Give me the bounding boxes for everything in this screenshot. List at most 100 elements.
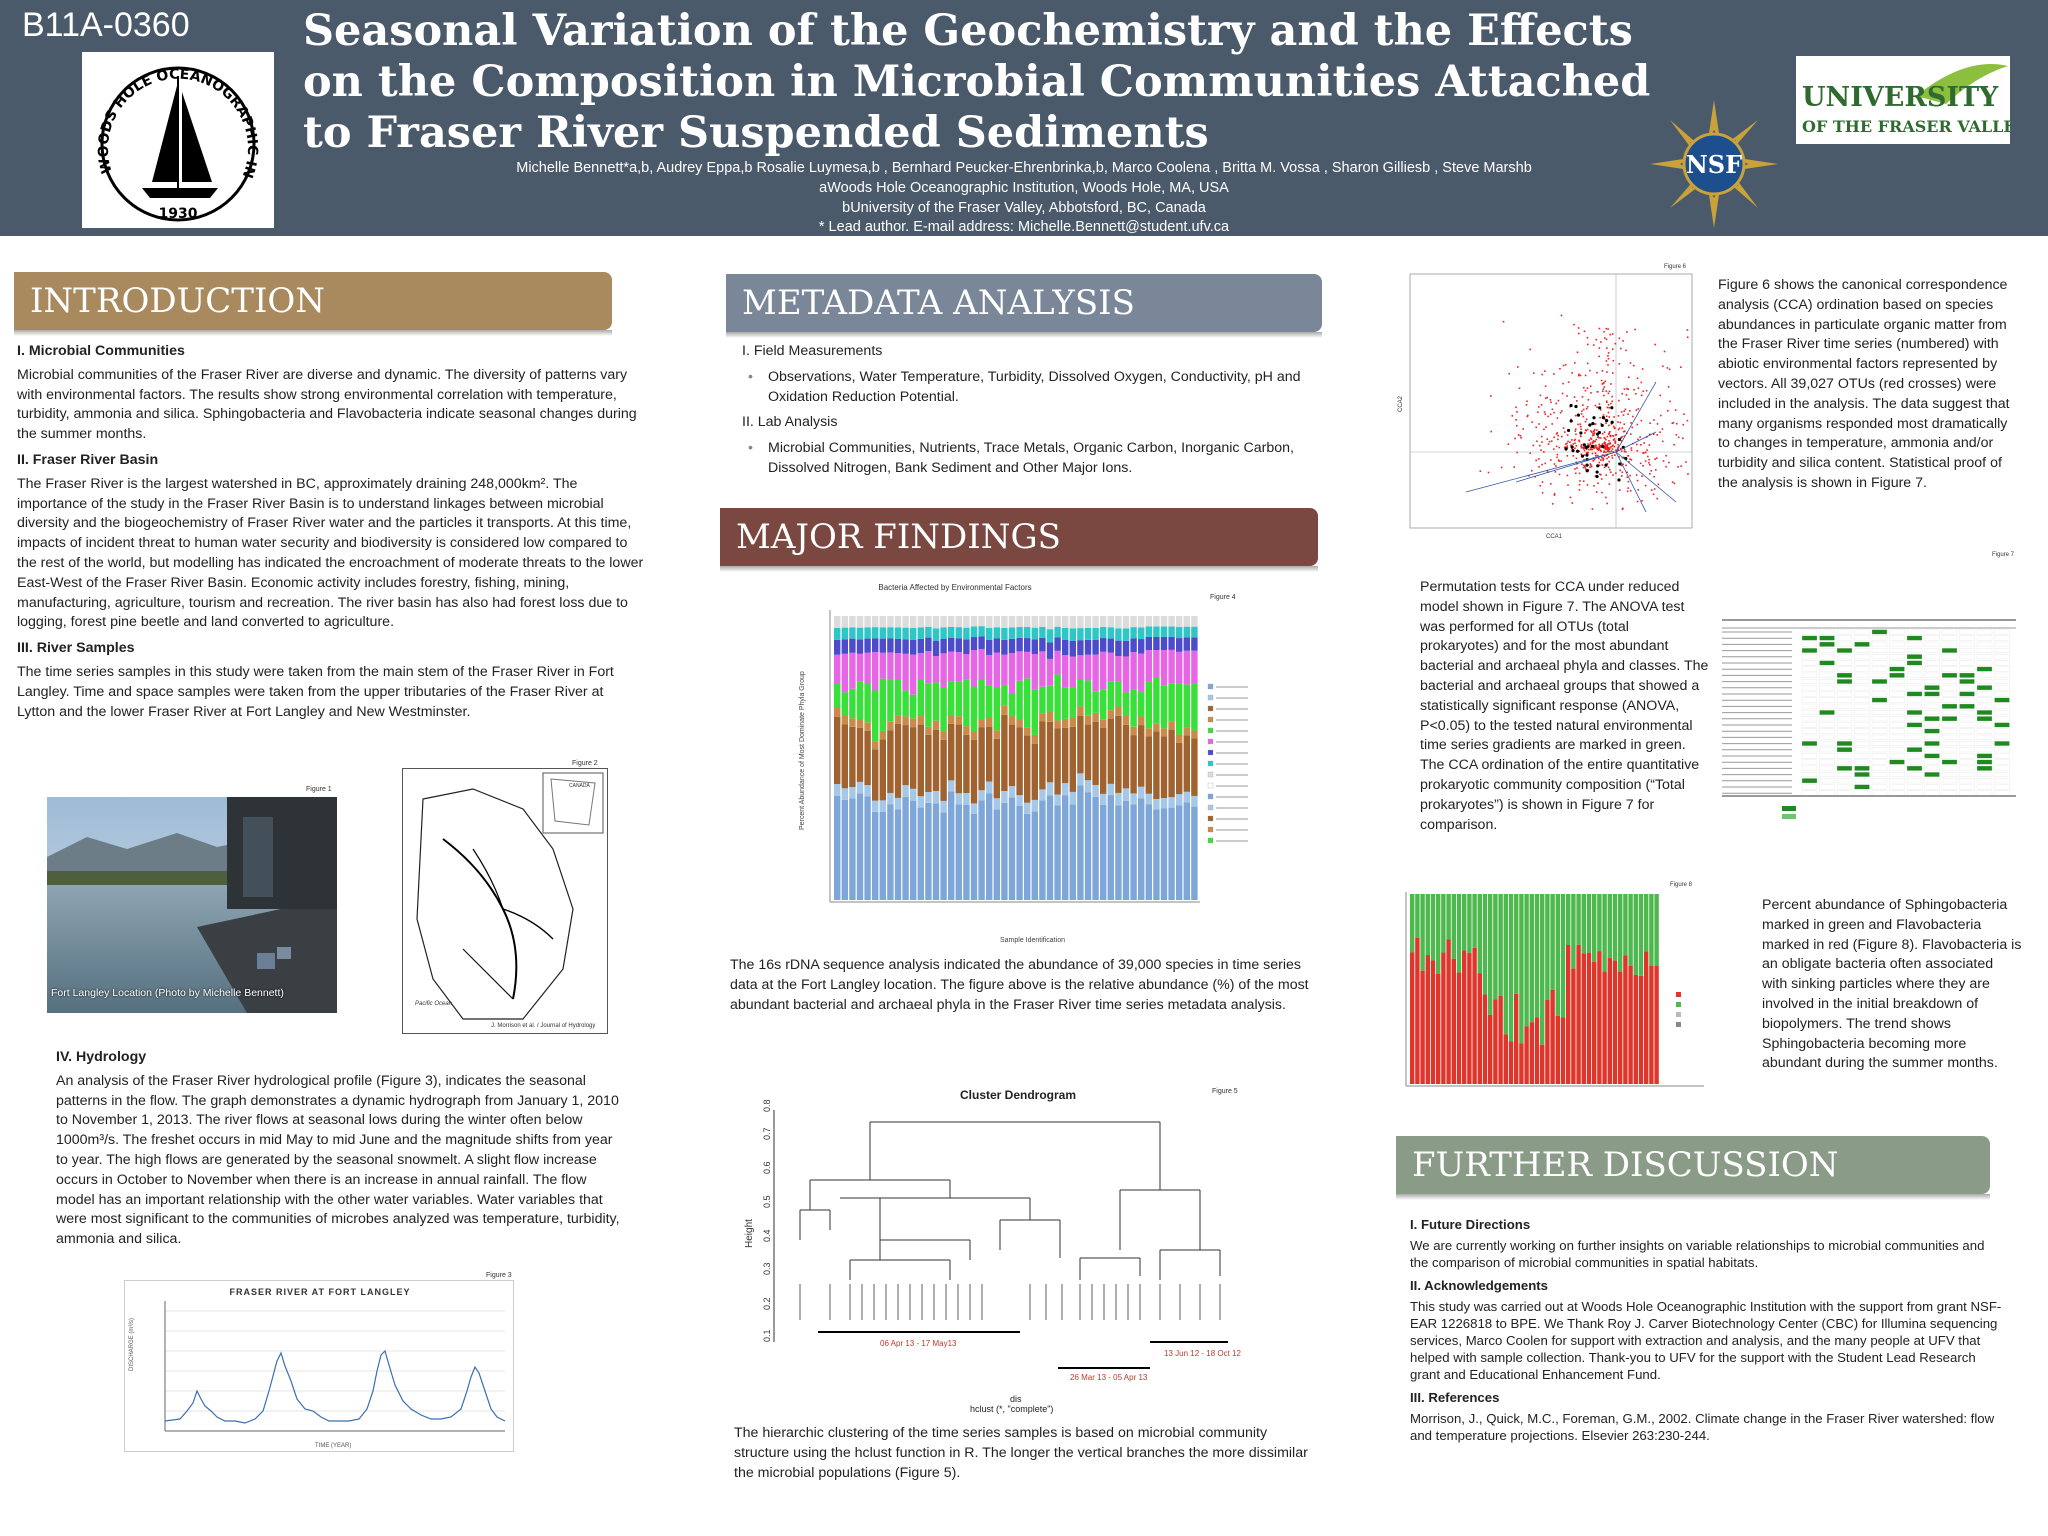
- figure-8-flavobacteria-bar: [1581, 953, 1586, 1084]
- figure-4-bar-segment: [940, 627, 947, 639]
- figure-6-otu-point: [1673, 444, 1675, 446]
- figure-6-otu-point: [1608, 440, 1610, 442]
- figure-7-cell: [1854, 635, 1870, 641]
- figure-6-otu-point: [1584, 466, 1586, 469]
- figure-7-cell: [1924, 741, 1940, 746]
- figure-6-otu-point: [1573, 323, 1575, 326]
- figure-7-cell: [1976, 660, 1993, 666]
- figure-6-otu-point: [1626, 476, 1629, 479]
- figure-6-otu-point: [1595, 438, 1598, 441]
- figure-6-otu-point: [1668, 461, 1670, 464]
- figure-4-bar-segment: [1153, 798, 1160, 810]
- figure-6-otu-point: [1588, 445, 1591, 448]
- figure-4-bar-segment: [1077, 773, 1084, 786]
- figure-6-otu-point: [1647, 455, 1649, 458]
- figure-7-cell: [1889, 784, 1905, 790]
- figure-6-otu-point: [1598, 447, 1601, 449]
- figure-6-otu-point: [1598, 355, 1600, 358]
- figure-4-legend-swatch: [1207, 815, 1214, 822]
- figure-8-sphingobacteria-bar: [1493, 894, 1498, 1000]
- figure-7-cell: [1959, 679, 1975, 684]
- figure-4-bar-segment: [849, 688, 856, 719]
- figure-4-bar-segment: [879, 739, 886, 801]
- figure-4-bar-segment: [841, 692, 848, 716]
- figure-4-bar-segment: [1024, 627, 1031, 639]
- figure-4-bar-segment: [902, 796, 909, 900]
- figure-7-cell: [1854, 703, 1870, 709]
- figure-6-otu-point: [1559, 367, 1561, 370]
- figure-8-flavobacteria-bar: [1618, 971, 1623, 1084]
- figure-6-otu-point: [1535, 426, 1538, 429]
- figure-4-bar-segment: [925, 637, 932, 652]
- figure-6-otu-point: [1616, 450, 1618, 452]
- figure-7-cell: [1871, 691, 1888, 697]
- figure-6-otu-point: [1627, 376, 1630, 379]
- figure-8-flavobacteria-bar: [1462, 950, 1467, 1084]
- figure-4-bar-segment: [925, 651, 932, 684]
- figure-6-otu-point: [1574, 430, 1577, 432]
- figure-7-legend-swatch: [1782, 814, 1796, 819]
- figure-6-otu-point: [1585, 407, 1588, 410]
- figure-6-otu-point: [1606, 371, 1608, 373]
- figure-4-bar-segment: [872, 638, 879, 653]
- figure-4-bar-segment: [1092, 784, 1099, 797]
- figure-4-bar-segment: [1130, 616, 1137, 628]
- figure-4-bar-segment: [940, 638, 947, 654]
- figure-6-otu-point: [1547, 443, 1550, 445]
- figure-6-otu-point: [1611, 395, 1613, 398]
- figure-6-otu-point: [1637, 438, 1639, 441]
- figure-6-otu-point: [1610, 445, 1612, 448]
- figure-6-otu-point: [1599, 416, 1601, 419]
- figure-4-bar-segment: [902, 639, 909, 654]
- figure-6-otu-point: [1597, 454, 1599, 457]
- figure-7-cell: [1819, 784, 1835, 790]
- figure-6-otu-point: [1611, 445, 1613, 448]
- figure-8-flavobacteria-bar: [1493, 999, 1498, 1084]
- figure-4-bar-segment: [986, 781, 993, 794]
- figure-8-sphingobacteria-bar: [1576, 894, 1581, 945]
- figure-7-cell: [1836, 660, 1853, 666]
- figure-6-otu-point: [1608, 483, 1611, 485]
- figure-6-otu-point: [1627, 480, 1630, 483]
- figure-7-cell: [1871, 629, 1888, 635]
- figure-7-cell: [1819, 660, 1835, 666]
- figure-6-otu-point: [1650, 489, 1653, 491]
- figure-4-bar-segment: [1145, 804, 1152, 900]
- figure-8-flavobacteria-bar: [1524, 1026, 1529, 1084]
- figure-8-flavobacteria-bar: [1503, 1034, 1508, 1084]
- figure-8-sphingobacteria-bar: [1482, 894, 1488, 995]
- figure-4-bar-segment: [993, 809, 1000, 900]
- figure-8-flavobacteria-bar: [1446, 939, 1451, 1084]
- figure-6-otu-point: [1611, 448, 1614, 450]
- hydrology-text-block: IV. Hydrology An analysis of the Fraser …: [56, 1044, 624, 1256]
- figure-6-otu-point: [1545, 426, 1547, 428]
- figure-6-otu-point: [1593, 458, 1596, 461]
- figure-8-flavobacteria-bar: [1482, 994, 1488, 1084]
- figure-6-otu-point: [1546, 438, 1549, 441]
- figure-6-otu-point: [1628, 461, 1630, 463]
- figure-7-cell: [1941, 660, 1958, 666]
- figure-4-bar-segment: [1069, 628, 1076, 641]
- figure-4-bar-segment: [1130, 804, 1137, 900]
- figure-6-otu-point: [1487, 471, 1490, 474]
- figure-4-bar-segment: [925, 734, 932, 793]
- figure-7-cell: [1819, 697, 1835, 703]
- figure-7-cell: [1819, 765, 1835, 771]
- figure-6-otu-point: [1607, 364, 1609, 366]
- figure-6-otu-point: [1584, 432, 1586, 434]
- figure-7-cell: [1854, 679, 1870, 684]
- figure-7-cell: [1854, 747, 1870, 753]
- figure-6-otu-point: [1583, 454, 1585, 456]
- figure-4-bar-segment: [879, 811, 886, 900]
- figure-4-bar-segment: [1145, 626, 1152, 637]
- figure-7-cell: [1976, 679, 1993, 684]
- figure-7-cell: [1819, 685, 1835, 691]
- figure-4-bar-segment: [1008, 786, 1016, 798]
- figure-7-cell: [1994, 772, 2010, 777]
- figure-6-otu-point: [1538, 444, 1541, 447]
- figure-4-bar-segment: [1176, 734, 1183, 743]
- figure-4-bar-segment: [1138, 639, 1145, 654]
- figure-7-cell: [1801, 772, 1818, 777]
- figure-4-bar-segment: [902, 653, 909, 691]
- figure-6-otu-point: [1601, 383, 1604, 385]
